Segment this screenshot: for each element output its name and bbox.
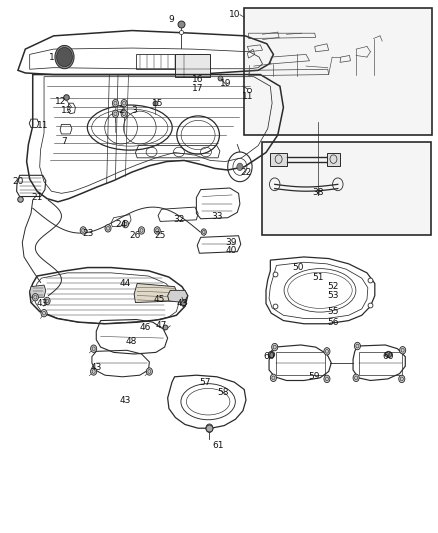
Circle shape [399,375,405,383]
Text: 7: 7 [62,138,67,147]
Circle shape [113,100,118,107]
Text: 11: 11 [241,92,253,101]
Circle shape [44,297,50,305]
Text: 11: 11 [37,122,49,131]
Text: 46: 46 [139,323,151,332]
Text: 57: 57 [199,377,211,386]
Text: 56: 56 [327,318,339,327]
Bar [136,54,197,69]
Text: 59: 59 [308,372,320,381]
Text: 43: 43 [120,395,131,405]
Text: 19: 19 [220,79,231,88]
Circle shape [32,294,39,301]
Bar [244,8,432,135]
Text: 21: 21 [32,193,43,202]
Text: 24: 24 [116,220,127,229]
Circle shape [154,227,160,234]
Circle shape [146,368,152,375]
Circle shape [57,47,72,67]
Text: 43: 43 [91,363,102,372]
Text: 1: 1 [49,53,54,62]
Circle shape [121,110,127,117]
Text: 22: 22 [240,167,251,176]
Text: 52: 52 [327,282,339,291]
Circle shape [55,45,74,69]
Text: 47: 47 [156,321,167,330]
Text: 38: 38 [312,188,324,197]
Text: 15: 15 [152,99,164,108]
Text: 61: 61 [212,441,224,450]
Text: 60: 60 [382,352,394,361]
Circle shape [121,100,127,107]
Text: 60: 60 [263,352,275,361]
Circle shape [41,310,47,317]
Circle shape [91,368,97,375]
Circle shape [138,227,145,234]
Text: 2: 2 [118,106,124,115]
Text: 43: 43 [37,299,49,308]
Text: 13: 13 [61,106,72,115]
Circle shape [353,374,359,382]
Circle shape [105,224,111,232]
Circle shape [354,342,360,350]
Text: 40: 40 [226,246,237,255]
Bar [270,152,287,166]
Bar [276,352,325,375]
Circle shape [80,227,86,234]
Polygon shape [168,290,187,303]
Text: 51: 51 [312,272,324,281]
Text: 10: 10 [229,10,240,19]
Text: 16: 16 [191,75,203,84]
Text: 45: 45 [153,295,165,304]
Bar [359,352,402,375]
Text: 32: 32 [173,215,185,224]
Circle shape [91,345,97,352]
Text: 44: 44 [120,279,131,288]
Text: 26: 26 [130,231,141,240]
Text: 55: 55 [327,307,339,316]
Text: 48: 48 [125,337,137,346]
Bar [327,152,340,166]
Polygon shape [30,285,46,297]
Text: 33: 33 [211,212,223,221]
Bar [261,142,431,235]
Circle shape [270,374,276,382]
Text: 3: 3 [131,106,137,115]
Text: 20: 20 [12,177,24,186]
Bar [175,54,210,77]
Circle shape [122,220,128,228]
Text: 50: 50 [293,263,304,272]
Circle shape [324,375,330,383]
Circle shape [237,163,243,171]
Circle shape [206,424,213,432]
Text: 39: 39 [226,238,237,247]
Circle shape [272,343,278,351]
Text: 43: 43 [177,299,188,308]
Text: 25: 25 [155,231,166,240]
Text: 9: 9 [168,15,174,25]
Text: 53: 53 [327,291,339,300]
Text: 23: 23 [83,229,94,238]
Text: 12: 12 [54,96,66,106]
Circle shape [399,346,406,354]
Circle shape [113,110,118,117]
Circle shape [201,229,206,235]
Polygon shape [134,284,178,303]
Text: 17: 17 [191,84,203,93]
Text: 58: 58 [218,388,229,397]
Circle shape [324,348,330,355]
